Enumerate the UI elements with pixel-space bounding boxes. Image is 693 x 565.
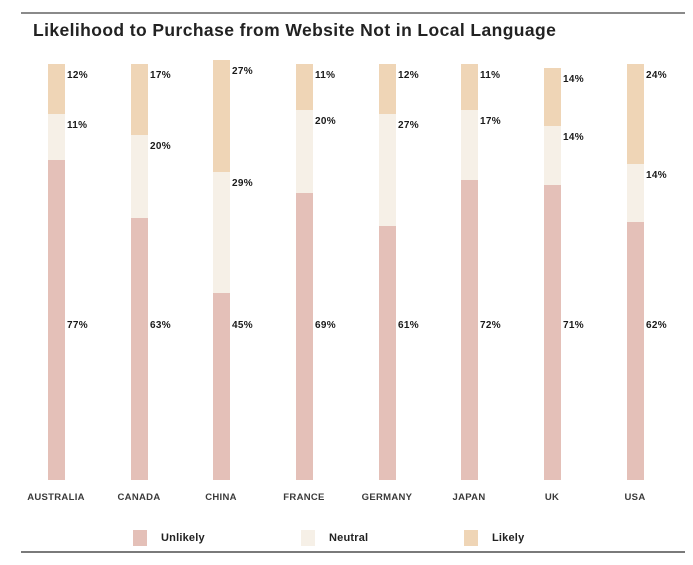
top-rule <box>21 12 685 14</box>
bar-segment-unlikely <box>544 184 561 480</box>
data-label-unlikely: 45% <box>232 320 253 331</box>
legend-label-unlikely: Unlikely <box>161 532 205 544</box>
legend-swatch-unlikely <box>133 530 147 546</box>
data-label-likely: 27% <box>232 65 253 77</box>
legend-label-neutral: Neutral <box>329 532 369 544</box>
data-label-likely: 14% <box>563 74 584 86</box>
data-label-neutral: 27% <box>398 119 419 131</box>
data-label-unlikely: 77% <box>67 320 88 331</box>
x-label-germany: GERMANY <box>361 492 413 503</box>
data-label-neutral: 11% <box>67 119 88 131</box>
bar-segment-unlikely <box>461 180 478 480</box>
bar-segment-neutral <box>544 126 561 185</box>
data-label-neutral: 29% <box>232 178 253 190</box>
data-label-likely: 24% <box>646 70 667 81</box>
bar-segment-likely <box>544 68 561 127</box>
data-label-likely: 11% <box>315 70 336 81</box>
bar-japan: 72% 17% 11% <box>461 64 501 480</box>
chart-title: Likelihood to Purchase from Website Not … <box>33 20 557 40</box>
bar-segment-likely <box>627 64 644 164</box>
x-label-china: CHINA <box>205 492 237 503</box>
x-label-australia: AUSTRALIA <box>27 492 85 503</box>
bar-segment-unlikely <box>379 226 396 480</box>
bar-segment-likely <box>48 64 65 114</box>
data-label-unlikely: 72% <box>480 320 501 331</box>
bar-france: 69% 20% 11% <box>296 64 336 480</box>
legend-label-likely: Likely <box>492 532 525 544</box>
data-label-likely: 11% <box>480 70 501 81</box>
bar-usa: 62% 14% 24% <box>627 64 667 480</box>
bar-segment-likely <box>461 64 478 110</box>
x-label-usa: USA <box>624 492 646 503</box>
x-label-canada: CANADA <box>117 492 161 503</box>
bar-australia: 77% 11% 12% <box>48 64 88 480</box>
data-label-likely: 12% <box>398 70 419 81</box>
legend-swatch-likely <box>464 530 478 546</box>
bar-segment-likely <box>296 64 313 110</box>
bar-segment-unlikely <box>131 217 148 480</box>
bar-segment-likely <box>213 59 230 173</box>
bar-segment-neutral <box>627 163 644 223</box>
bar-segment-neutral <box>48 113 65 160</box>
bar-uk: 71% 14% 14% <box>544 64 584 480</box>
data-label-unlikely: 61% <box>398 320 419 331</box>
data-label-neutral: 20% <box>315 115 336 127</box>
bar-segment-neutral <box>379 113 396 227</box>
data-label-unlikely: 63% <box>150 320 171 331</box>
legend-item-neutral: Neutral <box>301 530 368 546</box>
plot-area: 77% 11% 12% 63% 20% 17% 45% 29% 27% 69% 20% 11% 61% 2… <box>0 59 693 480</box>
data-label-neutral: 14% <box>563 132 584 144</box>
legend-swatch-neutral <box>301 530 315 546</box>
data-label-neutral: 17% <box>480 115 501 127</box>
legend-item-likely: Likely <box>464 530 524 546</box>
bar-segment-neutral <box>296 109 313 193</box>
bar-segment-neutral <box>131 134 148 218</box>
bar-segment-likely <box>131 64 148 135</box>
data-label-unlikely: 62% <box>646 320 667 331</box>
bar-canada: 63% 20% 17% <box>131 64 171 480</box>
bar-segment-unlikely <box>627 222 644 480</box>
data-label-likely: 17% <box>150 70 171 81</box>
bar-segment-unlikely <box>48 159 65 480</box>
bottom-rule <box>21 551 685 553</box>
x-label-japan: JAPAN <box>452 492 486 503</box>
bar-china: 45% 29% 27% <box>213 59 253 480</box>
x-label-france: FRANCE <box>283 492 325 503</box>
bar-segment-unlikely <box>296 192 313 480</box>
data-label-neutral: 20% <box>150 140 171 152</box>
data-label-neutral: 14% <box>646 169 667 181</box>
data-label-unlikely: 71% <box>563 320 584 331</box>
bar-germany: 61% 27% 12% <box>379 64 419 480</box>
legend-item-unlikely: Unlikely <box>133 530 205 546</box>
bar-segment-neutral <box>213 172 230 293</box>
x-label-uk: UK <box>544 492 560 503</box>
bar-segment-unlikely <box>213 292 230 480</box>
bar-segment-likely <box>379 64 396 114</box>
data-label-unlikely: 69% <box>315 320 336 331</box>
data-label-likely: 12% <box>67 70 88 81</box>
bar-segment-neutral <box>461 109 478 181</box>
